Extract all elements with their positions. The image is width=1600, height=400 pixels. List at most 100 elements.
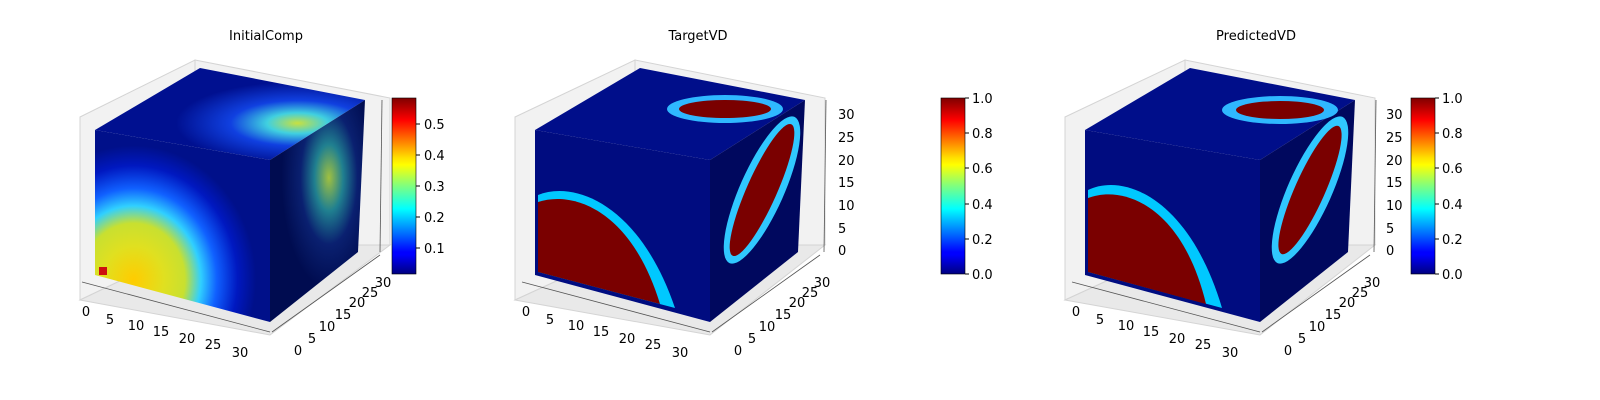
colorbar-tick-label: 0.0: [1442, 268, 1463, 283]
colorbar-tick-label: 0.5: [424, 118, 445, 133]
y-axis: 0 5 10 15 20 25 30: [271, 254, 392, 359]
colorbar: 0.1 0.2 0.3 0.4 0.5: [391, 97, 445, 275]
z-tick-label: 15: [838, 176, 855, 191]
x-tick-label: 25: [1195, 338, 1212, 353]
y-tick-label: 15: [335, 308, 352, 323]
y-tick-label: 20: [789, 296, 806, 311]
z-tick-label: 20: [1386, 154, 1403, 169]
y-tick-label: 25: [362, 286, 379, 301]
x-tick-label: 5: [1096, 313, 1104, 328]
x-tick-label: 10: [128, 319, 145, 334]
panel-targetvd: TargetVD 0 5 10 15 20 25 30: [513, 29, 993, 361]
voxel-cube: [95, 68, 365, 322]
colorbar-tick-label: 0.8: [972, 127, 993, 142]
x-tick-label: 0: [1072, 305, 1080, 320]
colorbar-tick-label: 0.4: [424, 149, 445, 164]
voxel-cube: [1085, 68, 1355, 322]
y-tick-label: 15: [1325, 308, 1342, 323]
z-axis: 0 5 10 15 20 25 30: [823, 99, 855, 259]
top-face-blob: [679, 100, 771, 118]
x-axis: 0 5 10 15 20 25 30: [1072, 281, 1261, 361]
z-tick-label: 15: [1386, 176, 1403, 191]
y-tick-label: 10: [759, 320, 776, 335]
y-tick-label: 25: [802, 286, 819, 301]
y-tick-label: 0: [294, 344, 302, 359]
colorbar-tick-label: 0.4: [972, 198, 993, 213]
x-tick-label: 30: [672, 346, 689, 361]
x-axis: 0 5 10 15 20 25 30: [82, 281, 271, 361]
colorbar-gradient: [1410, 97, 1436, 275]
z-tick-label: 10: [1386, 199, 1403, 214]
x-tick-label: 5: [546, 313, 554, 328]
colorbar-ticks: [1435, 97, 1439, 275]
y-tick-label: 30: [1364, 276, 1381, 291]
y-tick-label: 25: [1352, 286, 1369, 301]
z-axis: [379, 99, 383, 253]
x-tick-label: 10: [1118, 319, 1135, 334]
x-tick-label: 15: [593, 325, 610, 340]
colorbar-tick-label: 0.8: [1442, 127, 1463, 142]
colorbar-tick-label: 0.3: [424, 180, 445, 195]
x-tick-label: 15: [1143, 325, 1160, 340]
colorbar-tick-label: 0.2: [972, 233, 993, 248]
cube-top-face: [535, 68, 805, 160]
y-tick-label: 5: [1298, 332, 1306, 347]
z-tick-label: 0: [1386, 244, 1394, 259]
y-axis: 0 5 10 15 20 25 30: [1261, 254, 1381, 359]
colorbar-tick-label: 0.6: [972, 162, 993, 177]
top-face-blob: [1236, 101, 1324, 119]
y-tick-label: 20: [349, 296, 366, 311]
z-axis: 0 5 10 15 20 25 30: [1373, 99, 1403, 259]
z-tick-label: 25: [838, 131, 855, 146]
y-tick-label: 0: [734, 344, 742, 359]
colorbar: 0.0 0.2 0.4 0.6 0.8 1.0: [1410, 92, 1463, 283]
y-tick-label: 5: [308, 332, 316, 347]
colorbar-tick-label: 0.4: [1442, 198, 1463, 213]
cube-right-face: [270, 100, 365, 322]
colorbar-ticks: [965, 97, 969, 275]
x-tick-label: 30: [1222, 346, 1239, 361]
panel-title: PredictedVD: [1216, 29, 1296, 44]
cube-top-face: [1085, 68, 1355, 160]
panel-predictedvd: PredictedVD 0 5 10 15 20 25 30: [1063, 29, 1463, 361]
x-tick-label: 25: [205, 338, 222, 353]
cube-top-face: [95, 68, 365, 160]
z-tick-label: 30: [1386, 108, 1403, 123]
colorbar-gradient: [940, 97, 966, 275]
right-face-blob: [1278, 125, 1342, 255]
panel-title: InitialComp: [229, 29, 303, 44]
z-tick-label: 25: [1386, 131, 1403, 146]
cube-front-face: [95, 130, 270, 322]
colorbar-tick-label: 0.0: [972, 268, 993, 283]
z-tick-label: 10: [838, 199, 855, 214]
z-tick-label: 5: [1386, 222, 1394, 237]
front-face-blob: [538, 198, 660, 304]
x-tick-label: 15: [153, 325, 170, 340]
z-tick-label: 5: [838, 222, 846, 237]
y-tick-label: 5: [748, 332, 756, 347]
right-face-blob: [729, 123, 795, 257]
x-tick-label: 20: [179, 332, 196, 347]
colorbar-ticks: [416, 123, 420, 249]
y-tick-label: 0: [1284, 344, 1292, 359]
x-axis: 0 5 10 15 20 25 30: [522, 281, 711, 361]
y-tick-label: 20: [1339, 296, 1356, 311]
colorbar: 0.0 0.2 0.4 0.6 0.8 1.0: [940, 92, 993, 283]
y-tick-label: 15: [775, 308, 792, 323]
z-tick-label: 30: [838, 108, 855, 123]
panel-title: TargetVD: [667, 29, 727, 44]
x-tick-label: 20: [1169, 332, 1186, 347]
z-tick-label: 0: [838, 244, 846, 259]
voxel-cube: [535, 68, 805, 322]
x-tick-label: 25: [645, 338, 662, 353]
x-tick-label: 5: [106, 313, 114, 328]
z-tick-label: 20: [838, 154, 855, 169]
front-face-blob: [1088, 194, 1206, 304]
y-tick-label: 30: [814, 276, 831, 291]
colorbar-tick-label: 0.6: [1442, 162, 1463, 177]
y-tick-label: 30: [375, 276, 392, 291]
x-tick-label: 20: [619, 332, 636, 347]
x-tick-label: 30: [232, 346, 249, 361]
y-axis: 0 5 10 15 20 25 30: [711, 254, 831, 359]
